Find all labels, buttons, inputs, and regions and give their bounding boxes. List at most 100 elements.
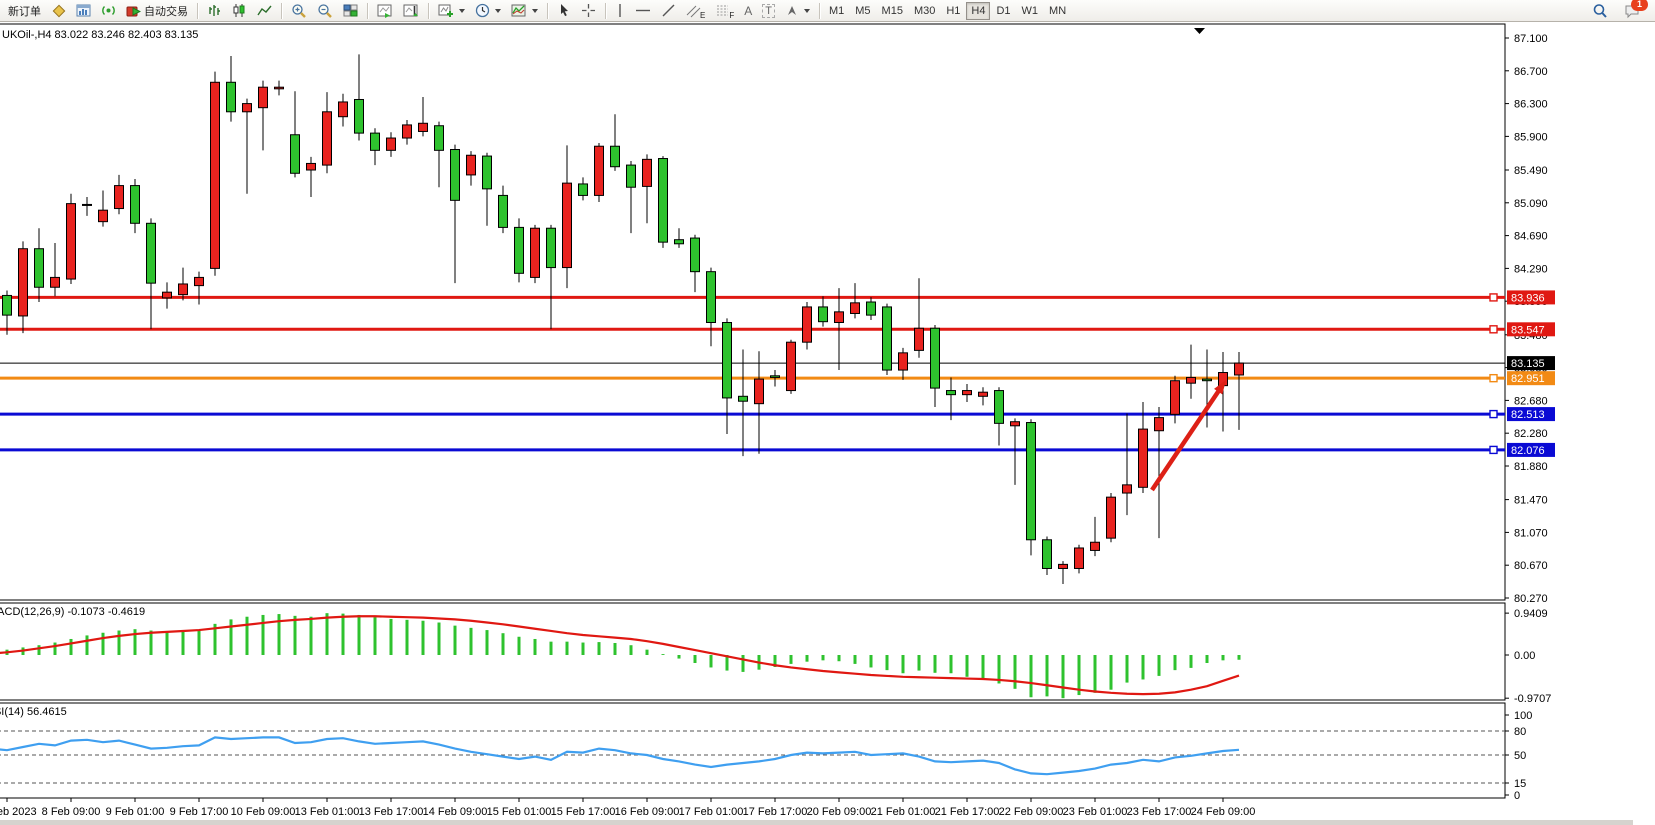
chevron-down-icon — [532, 8, 538, 13]
chat-icon: 1 — [1624, 0, 1648, 19]
svg-text:81.070: 81.070 — [1514, 527, 1548, 539]
svg-text:MACD(12,26,9) -0.1073 -0.4619: MACD(12,26,9) -0.1073 -0.4619 — [0, 606, 145, 618]
svg-text:15 Feb 01:00: 15 Feb 01:00 — [487, 806, 552, 818]
bar-chart-button[interactable] — [202, 1, 227, 21]
svg-text:23 Feb 17:00: 23 Feb 17:00 — [1127, 806, 1192, 818]
new-order-tag-button[interactable] — [46, 1, 71, 21]
chart-shift-button[interactable] — [398, 1, 424, 21]
timeframe-group: M1 M5 M15 M30 H1 H4 D1 W1 MN — [824, 1, 1071, 20]
tile-windows-button[interactable] — [338, 1, 363, 21]
timeframe-button-M30[interactable]: M30 — [909, 2, 940, 20]
channel-icon — [686, 3, 701, 18]
svg-text:23 Feb 01:00: 23 Feb 01:00 — [1063, 806, 1128, 818]
text-label-button[interactable]: T — [757, 1, 780, 21]
svg-text:82.680: 82.680 — [1514, 395, 1548, 407]
new-order-button[interactable]: 新订单 — [3, 1, 46, 21]
timeframe-button-MN[interactable]: MN — [1044, 2, 1071, 20]
crosshair-button[interactable] — [576, 1, 601, 21]
zoom-in-button[interactable] — [286, 1, 312, 21]
auto-trading-button[interactable]: 自动交易 — [121, 1, 193, 21]
svg-text:13 Feb 17:00: 13 Feb 17:00 — [359, 806, 424, 818]
vertical-line-button[interactable] — [610, 1, 630, 21]
period-clock-dropdown[interactable] — [470, 1, 506, 21]
svg-text:86.300: 86.300 — [1514, 99, 1548, 111]
candlestick-chart-icon — [232, 3, 247, 18]
svg-text:0.9409: 0.9409 — [1514, 608, 1548, 620]
chart-canvas[interactable]: 87.100 86.700 86.300 85.900 85.490 85.090 84.6… — [0, 22, 1655, 825]
toolbar-separator — [197, 2, 198, 19]
svg-text:85.900: 85.900 — [1514, 131, 1548, 143]
svg-text:80.670: 80.670 — [1514, 560, 1548, 572]
svg-text:82.076: 82.076 — [1511, 445, 1545, 457]
auto-trading-icon — [126, 3, 141, 18]
svg-text:83.936: 83.936 — [1511, 292, 1545, 304]
chevron-down-icon — [803, 8, 810, 13]
vertical-line-icon — [615, 3, 625, 18]
toolbar-separator — [547, 2, 548, 19]
cursor-button[interactable] — [552, 1, 576, 21]
toolbar-separator — [281, 2, 282, 19]
zoom-out-button[interactable] — [312, 1, 338, 21]
arrows-dropdown[interactable] — [780, 1, 815, 21]
horizontal-line-button[interactable] — [630, 1, 656, 21]
text-button[interactable]: A — [739, 1, 757, 21]
template-dropdown[interactable] — [506, 1, 543, 21]
text-icon: A — [744, 3, 753, 18]
svg-text:0.00: 0.00 — [1514, 650, 1535, 662]
zoom-out-icon — [317, 3, 333, 19]
svg-text:13 Feb 01:00: 13 Feb 01:00 — [295, 806, 360, 818]
signal-button[interactable] — [96, 1, 121, 21]
toolbar-right: 1 — [1587, 0, 1652, 21]
svg-text:84.290: 84.290 — [1514, 263, 1548, 275]
svg-text:86.700: 86.700 — [1514, 66, 1548, 78]
svg-text:80.270: 80.270 — [1514, 593, 1548, 605]
svg-text:82.951: 82.951 — [1511, 373, 1545, 385]
market-watch-button[interactable] — [71, 1, 96, 21]
candlestick-chart-button[interactable] — [227, 1, 252, 21]
auto-scroll-button[interactable] — [372, 1, 398, 21]
fibonacci-button[interactable]: F — [710, 1, 739, 21]
svg-text:-0.9707: -0.9707 — [1514, 693, 1551, 705]
new-chart-dropdown[interactable] — [433, 1, 470, 21]
timeframe-button-H1[interactable]: H1 — [941, 2, 965, 20]
svg-text:7 Feb 2023: 7 Feb 2023 — [0, 806, 37, 818]
notifications-button[interactable]: 1 — [1619, 0, 1648, 21]
timeframe-button-M1[interactable]: M1 — [824, 2, 849, 20]
timeframe-button-M5[interactable]: M5 — [850, 2, 875, 20]
arrows-icon — [785, 3, 799, 18]
svg-text:87.100: 87.100 — [1514, 33, 1548, 45]
timeframe-button-W1[interactable]: W1 — [1017, 2, 1044, 20]
fibonacci-icon — [715, 3, 730, 18]
svg-text:80: 80 — [1514, 726, 1526, 738]
zoom-in-icon — [291, 3, 307, 19]
new-order-tag-icon — [51, 3, 66, 18]
svg-text:21 Feb 01:00: 21 Feb 01:00 — [871, 806, 936, 818]
svg-text:9 Feb 01:00: 9 Feb 01:00 — [106, 806, 165, 818]
fibonacci-letter: F — [729, 10, 735, 20]
svg-text:RSI(14) 56.4615: RSI(14) 56.4615 — [0, 706, 67, 718]
svg-text:85.490: 85.490 — [1514, 165, 1548, 177]
toolbar-separator — [428, 2, 429, 19]
search-button[interactable] — [1587, 1, 1613, 21]
text-label-icon: T — [762, 3, 775, 18]
svg-text:24 Feb 09:00: 24 Feb 09:00 — [1191, 806, 1256, 818]
trendline-button[interactable] — [656, 1, 681, 21]
new-chart-icon — [438, 3, 454, 18]
channel-button[interactable]: E — [681, 1, 710, 21]
svg-text:21 Feb 17:00: 21 Feb 17:00 — [935, 806, 1000, 818]
line-chart-button[interactable] — [252, 1, 277, 21]
tile-windows-icon — [343, 3, 358, 18]
timeframe-button-D1[interactable]: D1 — [991, 2, 1015, 20]
svg-text:16 Feb 09:00: 16 Feb 09:00 — [615, 806, 680, 818]
svg-text:85.090: 85.090 — [1514, 198, 1548, 210]
svg-text:84.690: 84.690 — [1514, 231, 1548, 243]
svg-text:83.135: 83.135 — [1511, 358, 1545, 370]
line-chart-icon — [257, 3, 272, 18]
svg-text:8 Feb 09:00: 8 Feb 09:00 — [42, 806, 101, 818]
trendline-icon — [661, 3, 676, 18]
timeframe-button-M15[interactable]: M15 — [877, 2, 908, 20]
svg-text:10 Feb 09:00: 10 Feb 09:00 — [231, 806, 296, 818]
svg-text:0: 0 — [1514, 790, 1520, 802]
svg-text:83.547: 83.547 — [1511, 324, 1545, 336]
timeframe-button-H4[interactable]: H4 — [966, 1, 991, 20]
